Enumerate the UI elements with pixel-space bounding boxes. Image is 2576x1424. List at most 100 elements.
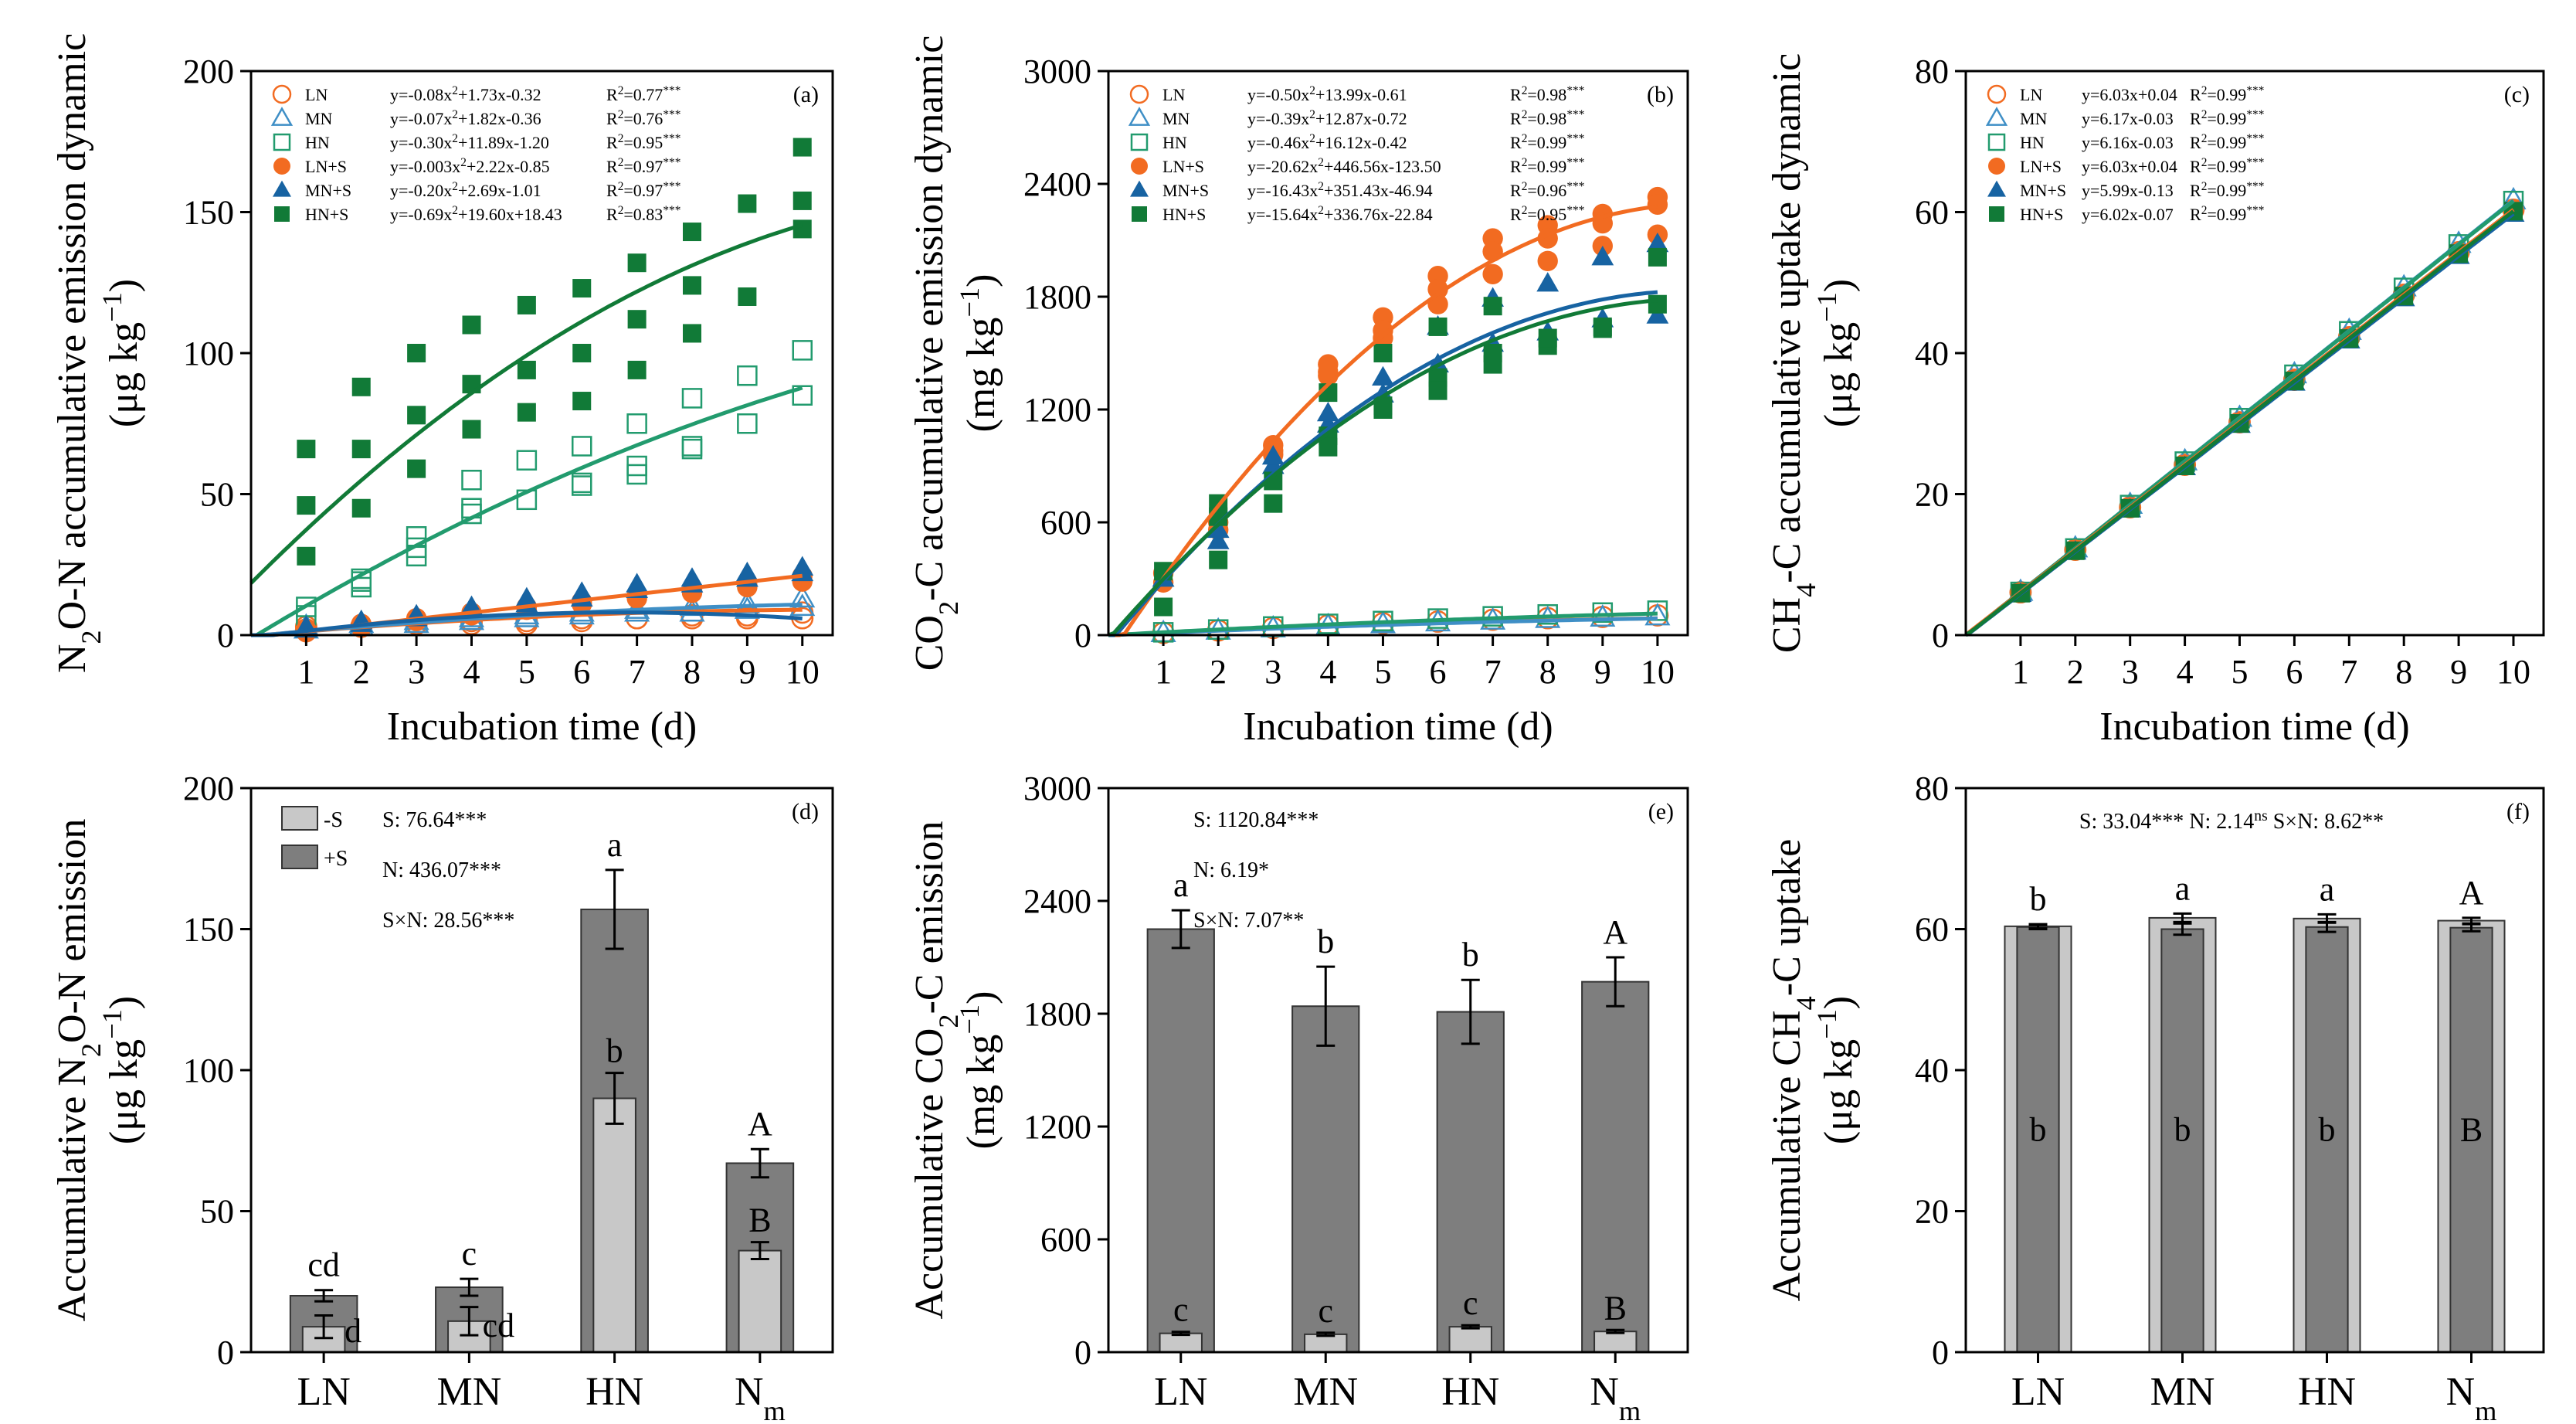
panel-label-c: (c): [2504, 82, 2530, 107]
bar-front-hn: [592, 1097, 636, 1353]
data-point-mn-plus-s: [1261, 444, 1285, 465]
data-point-mn-plus-s: [1372, 365, 1394, 386]
data-point-hn-plus-s: [738, 287, 757, 306]
data-point-hn: [681, 388, 703, 409]
letter-minus-s: b: [2030, 1110, 2047, 1148]
legend-r2: R2​=0.96***​: [1510, 180, 1584, 201]
legend-label: HN+S: [305, 205, 348, 224]
legend-r2: R2​=0.77***​: [606, 84, 680, 105]
legend-marker-mn: [270, 107, 294, 126]
legend-label: LN+S: [305, 157, 347, 176]
legend-marker-ln: [272, 84, 292, 104]
data-point-hn: [792, 340, 813, 361]
legend-label: LN: [305, 85, 328, 104]
y-axis-unit-f: (μg kg−1​): [1811, 996, 1861, 1144]
data-point-hn-plus-s: [407, 459, 426, 478]
axes-frame-b: [1107, 70, 1689, 637]
x-tick-label-b: 7: [1485, 653, 1502, 691]
bar-front-nm: [1593, 1331, 1638, 1353]
data-point-hn-plus-s: [627, 360, 647, 379]
legend-equation: y=6.17x-0.03: [2082, 109, 2174, 128]
panel-label-e: (e): [1648, 799, 1674, 824]
x-category-label: LN: [2011, 1370, 2065, 1414]
x-tick-label-b: 9: [1594, 653, 1611, 691]
fit-line-hn-plus-s: [1964, 209, 2515, 637]
letter-minus-s: c: [1318, 1292, 1333, 1330]
y-axis-label-f: Accumulative CH4​-C uptake: [1765, 839, 1821, 1302]
legend-equation: y=-16.43x2​+351.43x-46.94: [1247, 180, 1433, 201]
fit-line-mn-plus-s: [251, 610, 803, 637]
panel-b: 1 2 3 4 5 6 7 8 9 10 Incubation time (d) 0 600 1200 18…: [908, 36, 1689, 749]
y-tick-label-f: 20: [1915, 1193, 1949, 1231]
y-axis-unit-a: (μg kg−1​): [97, 279, 146, 427]
letter-minus-s: b: [2174, 1110, 2191, 1148]
y-tick-label-b: 2400: [1023, 165, 1091, 203]
y-tick-label-d: 150: [183, 911, 234, 949]
legend-label: HN+S: [1162, 205, 1206, 224]
x-tick-label-a: 9: [738, 653, 755, 691]
legend-label: +S: [324, 847, 348, 871]
x-tick-label-c: 3: [2122, 653, 2139, 691]
data-point-ln-plus-s: [1482, 263, 1503, 284]
bar-front-ln: [2016, 926, 2060, 1353]
data-point-hn-plus-s: [351, 498, 371, 518]
bar-back-mn: [1291, 1005, 1360, 1354]
y-tick-label-b: 1800: [1023, 278, 1091, 316]
legend-marker-mn-plus-s: [1130, 180, 1149, 197]
data-point-hn-plus-s: [1428, 381, 1448, 400]
stats-text: S×N: 7.07**: [1193, 909, 1304, 933]
legend-marker-ln-plus-s: [1988, 158, 2005, 175]
bar-front-hn: [1448, 1326, 1492, 1354]
y-axis-unit-c: (μg kg−1​): [1811, 279, 1861, 427]
legend-label: -S: [324, 808, 343, 832]
legend-marker-hn: [273, 133, 291, 151]
data-point-hn-plus-s: [682, 223, 701, 242]
x-tick-label-a: 4: [463, 653, 480, 691]
x-tick-label-a: 3: [408, 653, 425, 691]
legend-r2: R2​=0.83***​: [606, 204, 680, 225]
legend-label: HN: [305, 133, 330, 152]
data-point-hn-plus-s: [1154, 597, 1173, 617]
data-point-hn-plus-s: [1209, 550, 1228, 569]
legend-marker-mn: [1128, 107, 1151, 126]
y-axis-label-a: N2​O-N accumulative emission dynamic: [50, 33, 107, 673]
y-axis-label-e: Accumulative CO2​-C emission: [908, 821, 964, 1319]
legend-equation: y=-0.07x2​+1.82x-0.36: [390, 108, 541, 129]
stats-text: S×N: 28.56***: [382, 909, 514, 933]
legend-equation: y=-0.20x2​+2.69x-1.01: [390, 180, 541, 201]
letter-minus-s: B: [748, 1201, 771, 1239]
y-axis-unit-e: (mg kg−1​): [954, 991, 1003, 1150]
panel-label-d: (d): [792, 799, 819, 824]
data-point-hn-plus-s: [1593, 317, 1612, 336]
y-tick-label-d: 100: [183, 1052, 234, 1089]
legend-label: MN+S: [305, 181, 351, 200]
letter-plus-s: cd: [307, 1246, 340, 1284]
legend-marker-hn-plus-s: [1989, 206, 2004, 222]
legend-r2: R2​=0.98***​: [1510, 108, 1584, 129]
legend-equation: y=-20.62x2​+446.56x-123.50: [1247, 156, 1441, 177]
data-point-hn-plus-s: [682, 324, 701, 343]
fit-line-hn: [1108, 611, 1658, 637]
letter-plus-s: A: [1603, 913, 1627, 951]
bar-back-hn: [1436, 1011, 1505, 1353]
legend-label: MN: [1162, 109, 1190, 128]
legend-r2: R2​=0.99***​: [2190, 132, 2264, 153]
legend-equation: y=-0.003x2​+2.22x-0.85: [390, 156, 550, 177]
legend-equation: y=6.03x+0.04: [2082, 157, 2177, 176]
data-point-hn-plus-s: [572, 279, 592, 298]
x-category-label: MN: [2150, 1370, 2215, 1414]
x-tick-label-a: 6: [573, 653, 590, 691]
data-point-hn-plus-s: [407, 406, 426, 425]
legend-swatch: [281, 806, 318, 831]
legend-r2: R2​=0.99***​: [2190, 108, 2264, 129]
data-point-hn-plus-s: [1373, 344, 1393, 362]
y-tick-label-c: 0: [1932, 617, 1949, 654]
legend-equation: y=-0.30x2​+11.89x-1.20: [390, 132, 549, 153]
x-tick-label-a: 7: [629, 653, 646, 691]
letter-plus-s: a: [2320, 870, 2335, 908]
x-tick-label-a: 8: [684, 653, 701, 691]
letter-plus-s: b: [1462, 936, 1479, 974]
x-tick-label-b: 1: [1155, 653, 1172, 691]
x-tick-label-a: 10: [786, 653, 820, 691]
x-category-label: LN: [297, 1370, 350, 1414]
